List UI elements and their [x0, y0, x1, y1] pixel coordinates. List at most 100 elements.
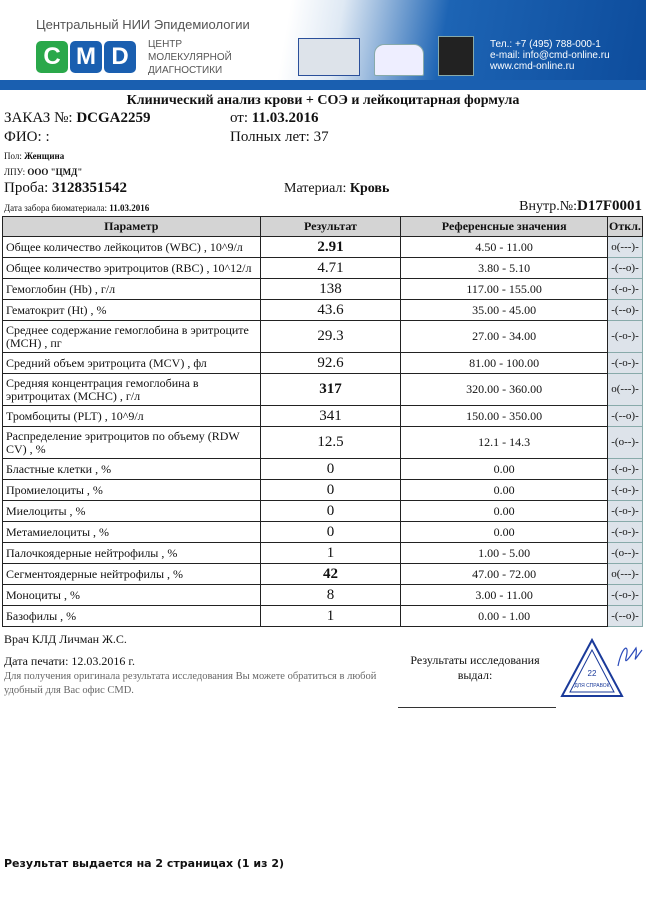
label: от:: [230, 110, 249, 126]
svg-text:22: 22: [588, 669, 597, 678]
param-cell: Средний объем эритроцита (MCV) , фл: [2, 352, 261, 374]
value: DCGA2259: [76, 110, 151, 126]
deviation-cell: -(--o)-: [606, 257, 644, 279]
result-cell: 1: [259, 542, 402, 564]
deviation-cell: -(o--)-: [606, 542, 644, 564]
reference-cell: 3.80 - 5.10: [400, 257, 608, 279]
result-cell: 8: [259, 584, 402, 606]
label: Материал:: [284, 181, 347, 196]
param-cell: Бластные клетки , %: [2, 458, 261, 480]
value: :: [45, 129, 50, 145]
param-cell: Промиелоциты , %: [2, 479, 261, 501]
deviation-cell: -(-o-)-: [606, 320, 644, 353]
header-banner: Центральный НИИ Эпидемиологии C M D ЦЕНТ…: [0, 0, 646, 90]
deviation-cell: o(---)-: [606, 563, 644, 585]
header-parameter: Параметр: [2, 216, 261, 237]
result-cell: 341: [259, 405, 402, 427]
reference-cell: 35.00 - 45.00: [400, 299, 608, 321]
value: 11.03.2016: [251, 110, 319, 126]
table-row: Средний объем эритроцита (MCV) , фл 92.6 8…: [2, 352, 644, 374]
param-cell: Сегментоядерные нейтрофилы , %: [2, 563, 261, 585]
label: Пол:: [4, 151, 22, 161]
reference-cell: 12.1 - 14.3: [400, 426, 608, 459]
deviation-cell: -(-o-)-: [606, 278, 644, 300]
table-row: Бластные клетки , % 0 0.00 -(-o-)-: [2, 458, 644, 480]
reference-cell: 0.00: [400, 521, 608, 543]
table-row: Распределение эритроцитов по объему (RDW…: [2, 426, 644, 459]
label: Полных лет:: [230, 129, 310, 145]
deviation-cell: o(---)-: [606, 373, 644, 406]
page-count: Результат выдается на 2 страницах (1 из …: [4, 857, 285, 870]
reference-cell: 81.00 - 100.00: [400, 352, 608, 374]
deviation-cell: -(--o)-: [606, 299, 644, 321]
order-date: от: 11.03.2016: [230, 110, 318, 127]
reference-cell: 27.00 - 34.00: [400, 320, 608, 353]
param-cell: Базофилы , %: [2, 605, 261, 627]
value: 11.03.2016: [109, 203, 150, 213]
reference-cell: 117.00 - 155.00: [400, 278, 608, 300]
note-line: удобный для Вас офис CMD.: [4, 685, 134, 696]
logo-letter: C: [36, 41, 68, 73]
param-cell: Метамиелоциты , %: [2, 521, 261, 543]
result-cell: 92.6: [259, 352, 402, 374]
reference-cell: 47.00 - 72.00: [400, 563, 608, 585]
issued-by: Результаты исследования выдал:: [400, 653, 550, 683]
header-deviation: Откл.: [606, 216, 644, 237]
param-cell: Среднее содержание гемоглобина в эритроц…: [2, 320, 261, 353]
param-cell: Общее количество лейкоцитов (WBC) , 10^9…: [2, 236, 261, 258]
result-cell: 1: [259, 605, 402, 627]
result-cell: 4.71: [259, 257, 402, 279]
result-cell: 2.91: [259, 236, 402, 258]
reference-cell: 150.00 - 350.00: [400, 405, 608, 427]
deviation-cell: -(--o)-: [606, 405, 644, 427]
table-header: Параметр Результат Референсные значения …: [2, 216, 644, 237]
cmd-logo: C M D: [36, 41, 136, 73]
deviation-cell: -(-o-)-: [606, 458, 644, 480]
note-line: Для получения оригинала результата иссле…: [4, 671, 377, 682]
label: ЗАКАЗ №:: [4, 110, 73, 126]
reference-cell: 4.50 - 11.00: [400, 236, 608, 258]
internal-number: Внутр.№:D17F0001: [519, 198, 642, 215]
table-row: Миелоциты , % 0 0.00 -(-o-)-: [2, 500, 644, 522]
param-cell: Тромбоциты (PLT) , 10^9/л: [2, 405, 261, 427]
material: Материал: Кровь: [284, 181, 389, 197]
result-cell: 0: [259, 479, 402, 501]
reference-cell: 3.00 - 11.00: [400, 584, 608, 606]
result-cell: 12.5: [259, 426, 402, 459]
header-result: Результат: [259, 216, 402, 237]
doctor: Врач КЛД Личман Ж.С.: [4, 632, 127, 646]
deviation-cell: -(-o-)-: [606, 352, 644, 374]
patient-name: ФИО: :: [4, 129, 50, 146]
value: 37: [313, 129, 329, 145]
contact-info: Тел.: +7 (495) 788-000-1 e-mail: info@cm…: [490, 39, 610, 72]
result-cell: 29.3: [259, 320, 402, 353]
label: ЛПУ:: [4, 167, 26, 177]
deviation-cell: -(--o)-: [606, 605, 644, 627]
svg-text:ДЛЯ СПРАВОК: ДЛЯ СПРАВОК: [574, 683, 609, 689]
issued-line: выдал:: [457, 668, 493, 682]
result-cell: 43.6: [259, 299, 402, 321]
issued-line: Результаты исследования: [410, 653, 540, 667]
param-cell: Миелоциты , %: [2, 500, 261, 522]
institute-name: Центральный НИИ Эпидемиологии: [36, 17, 250, 32]
label: Проба:: [4, 180, 49, 196]
deviation-cell: o(---)-: [606, 236, 644, 258]
result-cell: 317: [259, 373, 402, 406]
table-row: Тромбоциты (PLT) , 10^9/л 341 150.00 - 350…: [2, 405, 644, 427]
table-row: Метамиелоциты , % 0 0.00 -(-o-)-: [2, 521, 644, 543]
param-cell: Палочкоядерные нейтрофилы , %: [2, 542, 261, 564]
patient-age: Полных лет: 37: [230, 129, 329, 146]
website: www.cmd-online.ru: [490, 61, 575, 72]
reference-cell: 0.00: [400, 458, 608, 480]
collection-date: Дата забора биоматериала: 11.03.2016: [4, 203, 149, 213]
center-line: МОЛЕКУЛЯРНОЙ: [148, 52, 232, 63]
result-cell: 0: [259, 521, 402, 543]
param-cell: Средняя концентрация гемоглобина в эритр…: [2, 373, 261, 406]
logo-letter: D: [104, 41, 136, 73]
value: 3128351542: [52, 180, 128, 196]
label: Дата забора биоматериала:: [4, 203, 107, 213]
sample-number: Проба: 3128351542: [4, 180, 127, 197]
table-row: Базофилы , % 1 0.00 - 1.00 -(--o)-: [2, 605, 644, 627]
value: Кровь: [349, 181, 390, 196]
label: ФИО:: [4, 129, 42, 145]
